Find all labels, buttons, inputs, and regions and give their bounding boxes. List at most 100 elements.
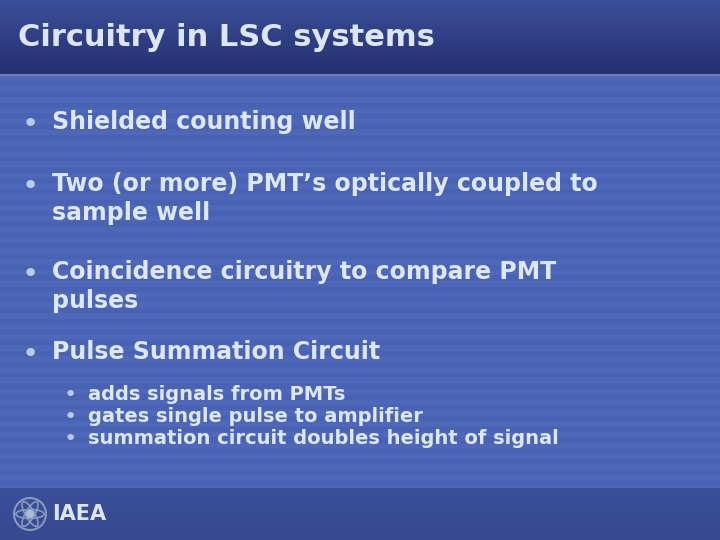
Bar bbox=[0, 362, 720, 367]
Bar bbox=[0, 432, 720, 437]
Bar bbox=[0, 68, 720, 69]
Bar bbox=[0, 535, 720, 540]
Bar bbox=[0, 51, 720, 52]
Text: gates single pulse to amplifier: gates single pulse to amplifier bbox=[88, 407, 423, 426]
Bar bbox=[0, 286, 720, 292]
Bar bbox=[0, 60, 720, 62]
Bar bbox=[0, 184, 720, 189]
Bar bbox=[0, 524, 720, 527]
Bar bbox=[0, 37, 720, 39]
Bar bbox=[0, 21, 720, 23]
Bar bbox=[0, 135, 720, 140]
Bar bbox=[0, 151, 720, 157]
Text: Coincidence circuitry to compare PMT
pulses: Coincidence circuitry to compare PMT pul… bbox=[52, 260, 557, 313]
Bar bbox=[0, 157, 720, 162]
Bar bbox=[0, 488, 720, 491]
Bar bbox=[0, 394, 720, 400]
Bar bbox=[0, 232, 720, 238]
Bar bbox=[0, 19, 720, 21]
Bar bbox=[0, 113, 720, 119]
Bar bbox=[0, 530, 720, 532]
Text: Two (or more) PMT’s optically coupled to
sample well: Two (or more) PMT’s optically coupled to… bbox=[52, 172, 598, 225]
Bar bbox=[0, 504, 720, 506]
Bar bbox=[0, 454, 720, 459]
Bar bbox=[0, 11, 720, 13]
Bar bbox=[0, 71, 720, 73]
Bar bbox=[0, 416, 720, 421]
Bar bbox=[0, 511, 720, 514]
Bar bbox=[0, 97, 720, 103]
Bar bbox=[0, 532, 720, 535]
Bar bbox=[0, 28, 720, 30]
Bar bbox=[0, 119, 720, 124]
Bar bbox=[0, 265, 720, 270]
Bar bbox=[0, 486, 720, 491]
Bar bbox=[0, 524, 720, 529]
Bar bbox=[0, 11, 720, 16]
Bar bbox=[0, 64, 720, 66]
Bar bbox=[0, 13, 720, 15]
Bar bbox=[0, 329, 720, 335]
Bar bbox=[0, 259, 720, 265]
Bar bbox=[0, 43, 720, 45]
Bar bbox=[0, 2, 720, 4]
Bar bbox=[0, 421, 720, 427]
Bar bbox=[0, 62, 720, 64]
Bar bbox=[0, 38, 720, 43]
Bar bbox=[0, 0, 720, 2]
Bar bbox=[0, 243, 720, 248]
Text: •: • bbox=[22, 260, 39, 288]
Bar bbox=[0, 501, 720, 504]
Bar bbox=[0, 92, 720, 97]
Bar bbox=[0, 496, 720, 498]
Bar bbox=[0, 43, 720, 49]
Bar bbox=[0, 32, 720, 38]
Text: •: • bbox=[63, 407, 76, 427]
Bar bbox=[0, 518, 720, 524]
Bar bbox=[0, 506, 720, 509]
Bar bbox=[0, 292, 720, 297]
Bar bbox=[0, 281, 720, 286]
Text: adds signals from PMTs: adds signals from PMTs bbox=[88, 385, 346, 404]
Bar bbox=[0, 519, 720, 522]
Bar bbox=[0, 319, 720, 324]
Circle shape bbox=[27, 510, 34, 517]
Bar bbox=[0, 498, 720, 501]
Bar bbox=[0, 45, 720, 47]
Bar bbox=[0, 108, 720, 113]
Bar bbox=[0, 194, 720, 200]
Bar bbox=[0, 4, 720, 5]
Bar bbox=[0, 189, 720, 194]
Bar bbox=[0, 527, 720, 530]
Bar bbox=[0, 464, 720, 470]
Bar bbox=[0, 509, 720, 511]
Bar bbox=[0, 373, 720, 378]
Bar bbox=[0, 39, 720, 41]
Bar bbox=[0, 308, 720, 313]
Bar bbox=[0, 502, 720, 508]
Bar bbox=[0, 59, 720, 65]
Bar bbox=[0, 36, 720, 37]
Text: •: • bbox=[22, 110, 39, 138]
Bar bbox=[0, 514, 720, 517]
Bar bbox=[0, 227, 720, 232]
Bar bbox=[0, 76, 720, 81]
Text: Circuitry in LSC systems: Circuitry in LSC systems bbox=[18, 23, 435, 52]
Bar bbox=[0, 47, 720, 49]
Bar bbox=[0, 162, 720, 167]
Bar bbox=[0, 475, 720, 481]
Bar bbox=[0, 537, 720, 540]
Bar bbox=[0, 275, 720, 281]
Bar bbox=[0, 32, 720, 33]
Bar bbox=[0, 513, 720, 518]
Bar bbox=[0, 216, 720, 221]
Bar bbox=[0, 367, 720, 373]
Bar bbox=[0, 124, 720, 130]
Bar bbox=[0, 55, 720, 56]
Bar bbox=[0, 205, 720, 211]
Bar bbox=[0, 27, 720, 32]
Bar bbox=[0, 405, 720, 410]
Bar bbox=[0, 103, 720, 108]
Bar bbox=[0, 535, 720, 537]
Bar bbox=[0, 493, 720, 496]
